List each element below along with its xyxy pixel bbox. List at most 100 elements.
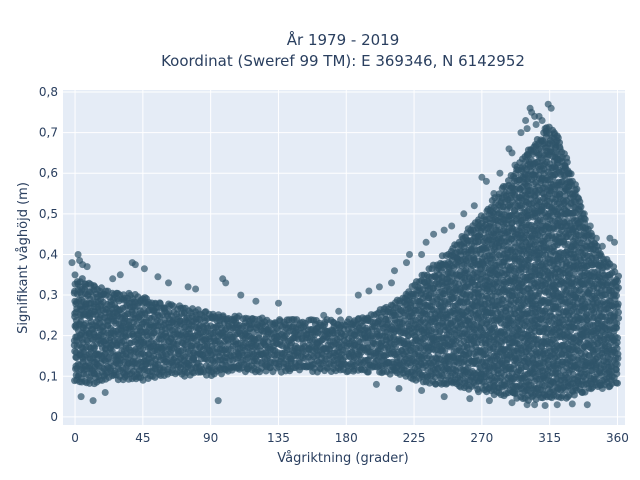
data-point — [614, 350, 622, 358]
data-point — [478, 173, 486, 181]
data-point — [593, 242, 601, 250]
chart-title-line-1: År 1979 - 2019 — [287, 30, 400, 49]
data-point — [545, 239, 553, 247]
data-point — [523, 125, 531, 133]
data-point — [567, 170, 575, 178]
data-point — [275, 299, 282, 307]
x-tick-label: 0 — [71, 431, 79, 445]
data-point — [116, 271, 124, 279]
data-point — [531, 401, 539, 409]
data-point — [448, 222, 456, 230]
x-tick-label: 270 — [470, 431, 493, 445]
data-point — [372, 380, 380, 388]
data-point — [101, 389, 109, 396]
chart-title-line-2: Koordinat (Sweref 99 TM): E 369346, N 61… — [161, 52, 525, 70]
data-point — [547, 104, 555, 112]
y-tick-labels: 00,10,20,30,40,50,60,70,8 — [39, 85, 58, 424]
data-point — [89, 397, 97, 405]
data-point — [598, 385, 606, 392]
x-tick-labels: 0 45 90 135 180 225 270 315 360 — [71, 431, 629, 445]
y-tick-label: 0,7 — [39, 126, 58, 140]
data-point — [320, 311, 328, 319]
data-point — [131, 261, 139, 269]
data-point — [388, 279, 395, 287]
data-point — [541, 125, 549, 133]
data-point — [575, 195, 583, 203]
data-point — [365, 287, 373, 295]
data-point — [580, 210, 588, 218]
data-point — [615, 308, 622, 316]
data-point — [430, 230, 438, 238]
data-point — [615, 314, 623, 322]
x-tick-label: 360 — [606, 431, 629, 445]
x-tick-label: 90 — [203, 431, 218, 445]
data-point — [532, 121, 540, 128]
data-point — [237, 291, 245, 299]
data-point — [613, 320, 621, 328]
y-tick-label: 0,1 — [39, 369, 58, 383]
y-tick-label: 0,4 — [39, 247, 58, 261]
data-point — [614, 284, 622, 292]
data-point — [508, 149, 516, 157]
data-point — [490, 190, 498, 197]
data-point — [192, 285, 200, 293]
data-point — [337, 316, 344, 324]
data-point — [406, 251, 413, 258]
data-point — [571, 190, 579, 197]
data-point — [581, 215, 589, 223]
x-axis-label: Vågriktning (grader) — [277, 451, 408, 466]
data-point — [418, 387, 426, 394]
data-point — [77, 393, 85, 401]
data-point — [109, 275, 117, 283]
y-tick-label: 0 — [50, 410, 58, 424]
x-tick-label: 180 — [335, 431, 358, 445]
y-tick-label: 0,5 — [39, 207, 58, 221]
data-point — [517, 129, 525, 137]
data-point — [74, 251, 82, 258]
y-tick-label: 0,8 — [39, 85, 58, 99]
data-point — [541, 402, 549, 409]
data-point — [614, 277, 621, 285]
data-point — [606, 234, 614, 242]
data-point — [615, 272, 622, 280]
y-axis-label: Signifikant våghöjd (m) — [16, 182, 31, 334]
data-point — [565, 177, 573, 185]
data-point — [556, 145, 564, 153]
data-point — [364, 368, 372, 376]
data-point — [523, 401, 531, 409]
data-point — [485, 397, 493, 405]
data-point — [576, 202, 584, 210]
data-point — [496, 169, 504, 177]
data-point — [140, 265, 148, 273]
data-point — [395, 385, 403, 392]
data-point — [550, 129, 558, 137]
x-tick-label: 135 — [267, 431, 290, 445]
data-point — [586, 222, 594, 230]
x-tick-label: 45 — [135, 431, 150, 445]
data-point — [71, 271, 79, 279]
y-tick-label: 0,3 — [39, 288, 58, 302]
y-tick-label: 0,6 — [39, 166, 58, 180]
data-point — [184, 283, 192, 291]
data-point — [613, 344, 621, 352]
data-point — [508, 399, 516, 407]
data-point — [553, 137, 561, 145]
data-point — [553, 401, 561, 409]
data-point — [440, 393, 448, 401]
data-point — [403, 259, 410, 267]
data-point — [598, 242, 606, 250]
data-point — [613, 360, 621, 368]
data-point — [583, 401, 591, 409]
data-point — [614, 379, 621, 387]
data-point — [611, 238, 618, 246]
data-point — [482, 177, 490, 185]
data-point — [375, 283, 383, 291]
data-point — [538, 117, 546, 124]
data-point — [83, 263, 91, 271]
data-point — [252, 297, 260, 305]
data-point — [613, 292, 620, 300]
data-points — [68, 100, 623, 409]
data-point — [511, 161, 519, 169]
data-point — [570, 271, 578, 279]
